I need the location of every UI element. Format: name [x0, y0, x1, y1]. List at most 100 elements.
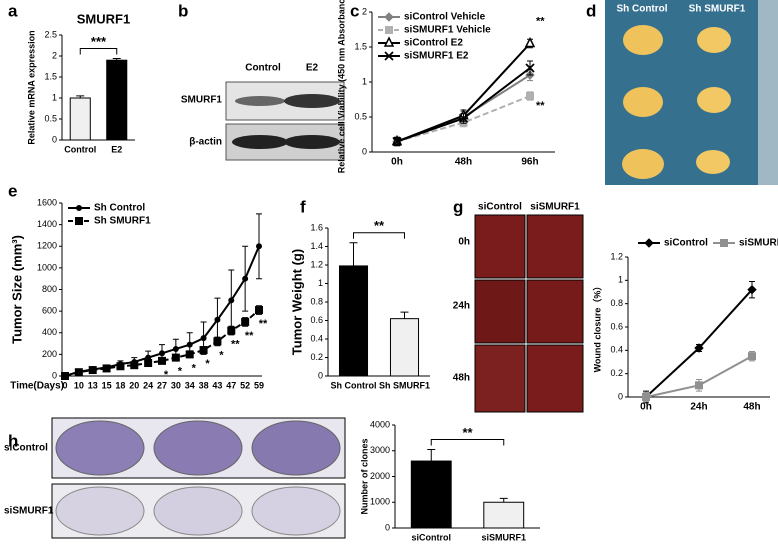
y-tick-label: 600: [42, 306, 57, 316]
legend-marker: [384, 12, 394, 22]
y-tick-label: 0.6: [310, 315, 323, 325]
significance-label: *: [164, 369, 169, 381]
marker: [171, 353, 180, 362]
x-tick-label: 34: [185, 380, 195, 390]
panel-letter: e: [8, 181, 17, 200]
x-tick-label: 18: [115, 380, 125, 390]
bar: [483, 501, 525, 529]
marker: [213, 337, 222, 346]
x-tick-label: 24: [143, 380, 153, 390]
band: [235, 96, 285, 106]
error-bar: [427, 448, 436, 462]
wound-column-label: siControl: [478, 202, 522, 213]
x-tick-label: 0: [62, 380, 67, 390]
marker: [172, 345, 179, 352]
chart-title: SMURF1: [77, 11, 130, 26]
x-tick-label: 47: [226, 380, 236, 390]
marker: [116, 362, 125, 371]
legend-label: siSMURF1 E2: [404, 51, 469, 62]
marker: [158, 356, 166, 365]
x-tick-label: siControl: [412, 532, 452, 542]
y-tick-label: 1000: [370, 497, 390, 507]
marker: [256, 243, 262, 250]
error-bar: [499, 497, 508, 503]
marker: [526, 92, 534, 100]
y-axis-label: Relative cell Viability (450 nm Absorban…: [336, 0, 346, 173]
y-tick-label: 0.2: [310, 352, 323, 362]
y-tick-label: 2.5: [44, 29, 57, 39]
y-axis-label: Tumor Size (mm³): [9, 235, 24, 344]
western-blot: Control E2 SMURF1 β-actin: [181, 63, 345, 161]
panel-letter: g: [453, 197, 463, 216]
marker: [695, 381, 703, 390]
marker: [458, 113, 469, 124]
bar: [106, 59, 128, 141]
x-tick-label: 48h: [455, 157, 472, 168]
marker: [255, 306, 263, 315]
x-tick-label: 38: [199, 380, 209, 390]
y-tick-label: 800: [42, 284, 57, 294]
tumor-photo: Sh Control Sh SMURF1: [605, 0, 778, 185]
y-tick-label: 1.6: [310, 222, 323, 232]
marker: [130, 361, 139, 370]
marker: [199, 346, 208, 355]
y-tick-label: 0.4: [310, 333, 323, 343]
colony-plates: siControl siSMURF1: [4, 417, 346, 539]
photo-label: Sh Control: [616, 4, 667, 15]
legend-marker: [720, 239, 728, 247]
bar: [410, 460, 452, 529]
legend-label: siSMURF1 Vehicle: [404, 25, 491, 36]
marker: [102, 364, 111, 373]
wound-image: [526, 279, 584, 344]
band: [232, 135, 288, 149]
band: [284, 94, 340, 108]
x-tick-label: Sh Control: [331, 380, 377, 390]
wound-column-label: siSMURF1: [530, 202, 580, 213]
legend-marker: [75, 217, 83, 225]
y-tick-label: 2: [52, 50, 57, 60]
y-axis-label: Wound closure（%）: [592, 282, 602, 373]
marker: [694, 343, 704, 353]
x-tick-label: 52: [240, 380, 250, 390]
marker: [525, 63, 535, 73]
x-tick-label: 59: [254, 380, 264, 390]
y-tick-label: 1.5: [44, 71, 57, 81]
well: [251, 420, 341, 476]
error-bar: [112, 58, 121, 61]
y-tick-label: 0: [362, 146, 367, 156]
x-tick-label: 24h: [690, 402, 707, 413]
series-line: [396, 74, 531, 143]
x-tick-label: 27: [157, 380, 167, 390]
blot-row-label: β-actin: [189, 137, 222, 148]
y-tick-label: 1: [618, 275, 623, 285]
x-tick-label: 30: [171, 380, 181, 390]
x-tick-label: 0h: [640, 402, 652, 413]
x-tick-label: 13: [88, 380, 98, 390]
y-tick-label: 0: [318, 370, 323, 380]
panel-letter: h: [8, 431, 18, 450]
well: [153, 420, 243, 476]
panel-letter: b: [178, 1, 188, 20]
well: [251, 486, 341, 536]
legend-marker: [644, 238, 654, 248]
well: [153, 486, 243, 536]
tumor: [697, 27, 731, 53]
y-tick-label: 0.4: [610, 345, 623, 355]
marker: [227, 326, 236, 335]
tumor: [623, 25, 663, 55]
wound-image: [474, 214, 526, 279]
wound-image: [526, 214, 584, 279]
wound-image: [526, 344, 584, 413]
y-tick-label: 1.2: [610, 251, 623, 261]
significance-bracket: [353, 232, 405, 239]
y-tick-label: 1: [362, 76, 367, 86]
legend-marker: [384, 51, 394, 61]
legend-label: siControl: [664, 238, 708, 249]
marker: [242, 275, 249, 282]
x-tick-label: 48h: [743, 402, 760, 413]
error-bar: [400, 311, 409, 319]
y-tick-label: 1600: [37, 197, 57, 207]
legend-marker: [385, 26, 393, 34]
well: [55, 420, 145, 476]
x-tick-label: 96h: [521, 157, 538, 168]
